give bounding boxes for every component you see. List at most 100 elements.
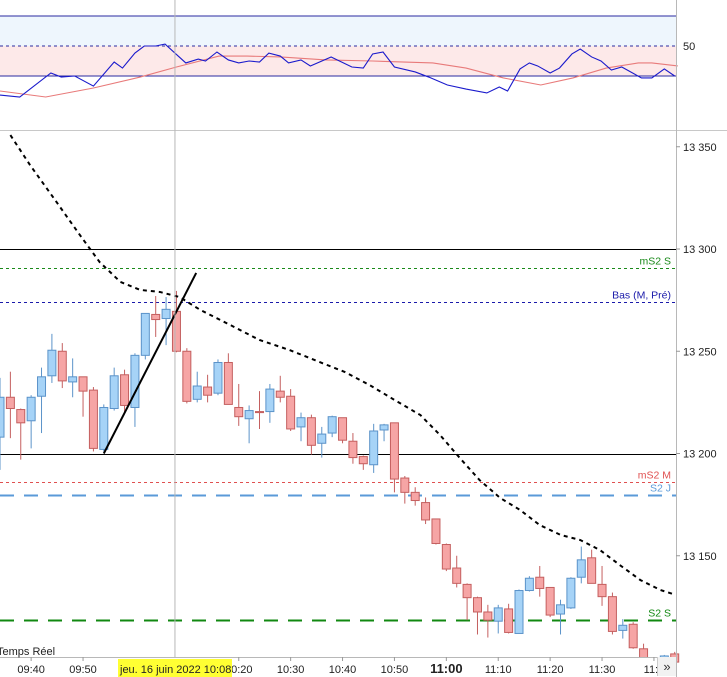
candle-46	[472, 596, 482, 635]
candle-40	[410, 487, 420, 506]
time-tick-label: 09:40	[17, 664, 45, 676]
candle-body	[213, 361, 223, 394]
candle-15	[151, 296, 161, 337]
candle-body	[389, 422, 399, 480]
candle-20	[203, 374, 213, 403]
realtime-label: Temps Réel	[0, 646, 55, 658]
candle-body	[358, 456, 368, 465]
candle-body	[566, 577, 576, 609]
candle-body	[327, 416, 337, 434]
candle-body	[483, 611, 493, 621]
candle-7	[68, 358, 78, 398]
price-tick-label: 13 200	[683, 449, 717, 461]
candle-58	[597, 565, 607, 606]
candle-28	[286, 389, 296, 432]
moving-average-line	[9, 134, 676, 596]
candle-body	[78, 376, 88, 392]
candle-body	[234, 406, 244, 418]
candle-body	[5, 396, 15, 410]
candle-14	[140, 312, 150, 360]
candle-body	[120, 374, 130, 406]
candle-body	[379, 424, 389, 431]
candle-body	[607, 596, 617, 632]
candle-body	[472, 597, 482, 613]
time-tick-label: 11:10	[485, 664, 512, 676]
candle-body	[400, 477, 410, 493]
candle-body	[628, 623, 638, 649]
candle-2	[16, 408, 26, 460]
candle-body	[130, 354, 140, 408]
candle-37	[379, 423, 389, 442]
candle-body	[618, 624, 628, 631]
candle-34	[348, 433, 358, 464]
candle-body	[192, 385, 202, 400]
candle-body	[452, 567, 462, 584]
oscillator-series-signal	[0, 55, 678, 98]
oscillator-tick-50: 50	[683, 41, 695, 53]
candle-38	[389, 422, 399, 493]
candle-body	[0, 396, 5, 438]
price-tick-label: 13 250	[683, 346, 717, 358]
candle-52	[535, 565, 545, 597]
candle-body	[410, 491, 420, 502]
candle-body	[26, 396, 36, 422]
candle-4	[37, 367, 47, 434]
candle-body	[545, 586, 555, 616]
candle-1	[5, 371, 15, 439]
candle-body	[151, 313, 161, 321]
candle-body	[223, 361, 233, 405]
candle-43	[441, 543, 451, 572]
candle-body	[441, 544, 451, 570]
oscillator-panel: 50	[0, 15, 727, 131]
candle-44	[452, 555, 462, 588]
price-tick-label: 13 150	[683, 551, 717, 563]
candle-42	[431, 518, 441, 545]
candle-33	[338, 417, 348, 444]
candle-body	[286, 395, 296, 430]
candle-body	[338, 417, 348, 441]
candle-body	[296, 417, 306, 428]
candle-18	[182, 348, 192, 404]
candle-59	[607, 592, 617, 635]
candle-57	[587, 549, 597, 584]
scroll-more-button[interactable]: »	[657, 657, 676, 676]
candle-61	[628, 622, 638, 649]
candle-body	[203, 386, 213, 396]
candle-body	[88, 389, 98, 449]
candle-5	[47, 333, 57, 383]
time-tick-label: 11:30	[589, 664, 616, 676]
trendline	[102, 272, 198, 454]
candle-body	[348, 440, 358, 459]
candle-body	[255, 411, 264, 414]
candle-body	[431, 518, 441, 544]
candle-12	[120, 369, 130, 413]
candle-30	[306, 414, 316, 455]
lower-band	[0, 46, 676, 76]
candle-body	[369, 430, 379, 466]
candle-body	[161, 308, 171, 320]
candle-body	[57, 350, 67, 382]
candle-body	[317, 433, 327, 444]
candle-body	[535, 576, 545, 589]
candle-body	[587, 557, 597, 584]
candle-60	[618, 619, 628, 639]
candle-17	[171, 290, 181, 353]
time-tick-label: 10:40	[329, 664, 357, 676]
candle-26	[265, 383, 275, 423]
candle-body	[493, 607, 503, 622]
crosshair-date-label: jeu. 16 juin 2022 10:08	[119, 664, 231, 676]
candle-55	[566, 577, 576, 609]
time-tick-label: 10:50	[381, 664, 409, 676]
candle-body	[16, 409, 26, 424]
candle-8	[78, 376, 88, 417]
candle-body	[306, 417, 316, 446]
candle-body	[275, 390, 285, 398]
candle-body	[68, 376, 78, 383]
candle-body	[244, 410, 254, 420]
candle-3	[26, 395, 36, 449]
candle-56	[576, 546, 586, 584]
time-tick-label: 09:50	[69, 664, 97, 676]
